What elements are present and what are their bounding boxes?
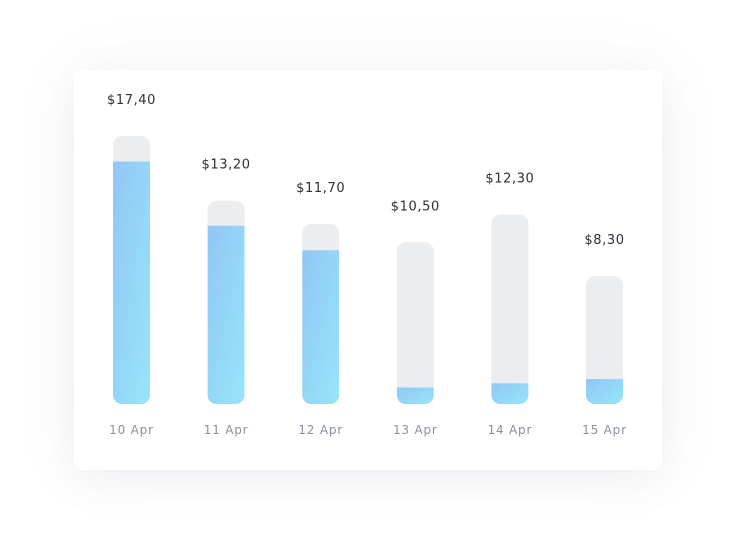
bar-value-label: $13,20 [202, 158, 251, 173]
x-tick-label: 12 Apr [298, 423, 343, 437]
bar-fill [491, 383, 529, 404]
x-tick-label: 15 Apr [582, 423, 627, 437]
bar-track [491, 214, 529, 404]
x-tick-label: 13 Apr [393, 423, 438, 437]
chart-card [74, 70, 662, 470]
bar-value-label: $10,50 [391, 199, 440, 214]
bar-value-label: $17,40 [107, 93, 156, 108]
bar-value-label: $11,70 [296, 181, 345, 196]
x-tick-label: 10 Apr [109, 423, 154, 437]
bar-track [396, 242, 434, 404]
bar-value-label: $8,30 [584, 233, 624, 248]
bar-track [586, 276, 623, 404]
bar-fill [586, 379, 623, 404]
x-tick-label: 14 Apr [488, 423, 533, 437]
bar-value-label: $12,30 [485, 172, 534, 187]
bar-fill [396, 387, 434, 404]
bar-fill [207, 225, 245, 404]
bar-fill [302, 250, 340, 404]
bar-fill [113, 161, 150, 404]
x-tick-label: 11 Apr [204, 423, 249, 437]
